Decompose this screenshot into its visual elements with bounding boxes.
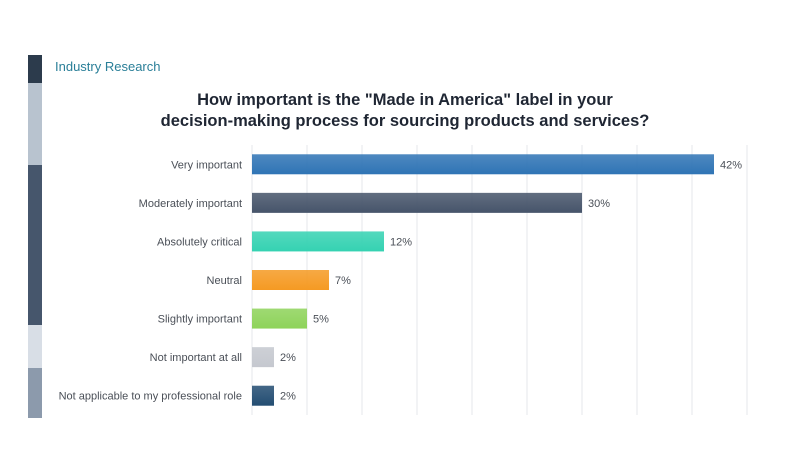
value-label: 42% — [720, 159, 742, 171]
bar — [252, 347, 274, 368]
chart-title: How important is the "Made in America" l… — [160, 90, 650, 132]
category-label: Very important — [171, 159, 242, 171]
category-label: Not applicable to my professional role — [59, 391, 242, 403]
category-label: Slightly important — [158, 314, 242, 326]
category-label: Moderately important — [139, 198, 242, 210]
value-label: 7% — [335, 275, 351, 287]
category-label: Not important at all — [150, 352, 242, 364]
bar — [252, 231, 384, 252]
bar — [252, 308, 307, 329]
value-label: 12% — [390, 236, 412, 248]
side-strip-segment — [28, 165, 42, 325]
side-strip-segment — [28, 83, 42, 165]
category-label: Neutral — [207, 275, 242, 287]
bar — [252, 154, 714, 175]
side-strip-segment — [28, 55, 42, 83]
bar — [252, 270, 329, 290]
value-label: 2% — [280, 352, 296, 364]
bar — [252, 385, 274, 406]
chart-title-line-1: How important is the "Made in America" l… — [197, 91, 613, 109]
value-label: 30% — [588, 198, 610, 210]
value-label: 5% — [313, 314, 329, 326]
side-strip-segment — [28, 368, 42, 418]
bar — [252, 192, 582, 213]
chart-title-line-2: decision-making process for sourcing pro… — [160, 112, 650, 130]
category-label: Absolutely critical — [157, 236, 242, 248]
side-strip-segment — [28, 325, 42, 368]
brand-label: Industry Research — [55, 59, 161, 74]
value-label: 2% — [280, 391, 296, 403]
